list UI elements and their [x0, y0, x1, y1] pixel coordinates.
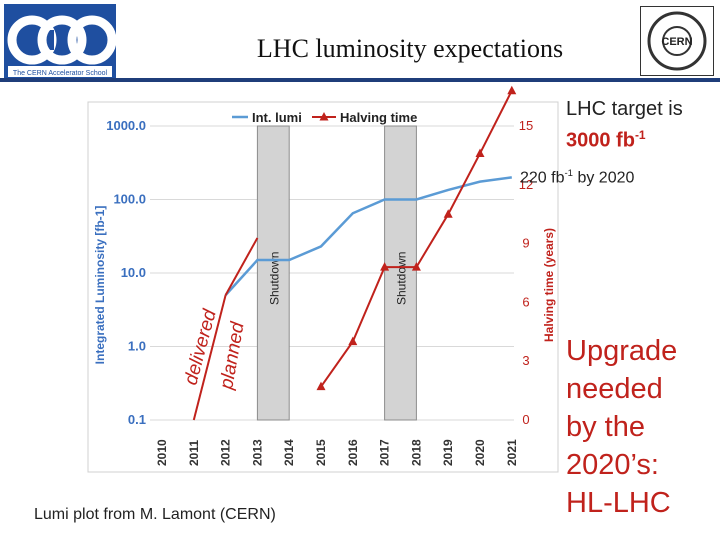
- y-right-tick-label: 9: [522, 236, 529, 251]
- by2020-suffix: by 2020: [573, 169, 635, 187]
- chart-grid: [150, 125, 514, 421]
- target-value-line: 3000 fb-1: [566, 122, 716, 154]
- cern-logo-text: CERN: [661, 36, 692, 48]
- y-right-tick-label: 15: [519, 118, 533, 133]
- x-tick-label: 2019: [441, 439, 455, 466]
- y-right-tick-label: 3: [522, 353, 529, 368]
- target-annotation: LHC target is 3000 fb-1: [566, 96, 716, 154]
- target-value: 3000 fb: [566, 129, 635, 152]
- shutdown-band: [256, 125, 290, 421]
- x-tick-label: 2011: [187, 440, 201, 466]
- header: The CERN Accelerator School LHC luminosi…: [0, 0, 720, 82]
- page-title: LHC luminosity expectations: [256, 34, 564, 63]
- y-left-tick-label: 1.0: [128, 339, 146, 354]
- upgrade-line-3: by the: [566, 411, 645, 443]
- series-line-delivered: [192, 294, 227, 421]
- chart-axes: 0.1 1.0 10.0 100.0 1000.0 0 3 6 9 12 15 2010 2011 201…: [106, 118, 533, 466]
- shutdown-label: Shutdown: [267, 252, 281, 305]
- x-tick-label: 2015: [314, 439, 328, 466]
- shutdown-band: [384, 125, 417, 421]
- series-line-planned: [224, 237, 259, 296]
- plot-frame: [87, 101, 559, 473]
- legend-marker-halving: [319, 112, 329, 121]
- halving-marker: [411, 262, 421, 271]
- x-tick-label: 2016: [346, 439, 360, 466]
- halving-marker: [348, 336, 358, 346]
- upgrade-line-5: HL-LHC: [566, 487, 671, 519]
- y-right-tick-label: 6: [522, 294, 529, 309]
- upgrade-annotation: Upgrade needed by the 2020’s: HL-LHC: [566, 332, 716, 522]
- chart-legend: Int. lumi Halving time: [232, 110, 417, 125]
- y-right-tick-label: 0: [522, 412, 529, 427]
- y-left-tick-label: 1000.0: [106, 118, 146, 133]
- x-tick-label: 2010: [155, 439, 169, 466]
- x-tick-label: 2014: [282, 439, 296, 466]
- chart-series: [192, 85, 517, 421]
- halving-marker: [443, 209, 453, 218]
- x-tick-label: 2018: [409, 439, 423, 466]
- upgrade-line-1: Upgrade: [566, 335, 678, 367]
- by2020-exponent: -1: [564, 168, 574, 179]
- cern-logo: CERN: [640, 6, 714, 76]
- x-tick-label: 2020: [473, 439, 487, 466]
- plot-credit: Lumi plot from M. Lamont (CERN): [34, 506, 276, 523]
- halving-marker: [380, 262, 390, 271]
- halving-marker: [507, 85, 517, 95]
- y-left-tick-label: 100.0: [113, 192, 146, 207]
- legend-label-lumi: Int. lumi: [252, 110, 302, 125]
- y-left-axis-label: Integrated Luminosity [fb-1]: [93, 206, 107, 365]
- cas-logo: The CERN Accelerator School: [4, 4, 116, 78]
- halving-marker: [316, 381, 326, 391]
- y-right-tick-label: 12: [519, 177, 533, 192]
- halving-marker: [475, 148, 485, 157]
- header-bar: [0, 78, 720, 82]
- target-line1: LHC target is: [566, 98, 683, 120]
- by2020-annotation: 220 fb-1 by 2020: [520, 168, 634, 187]
- y-left-tick-label: 10.0: [121, 265, 146, 280]
- upgrade-line-4: 2020’s:: [566, 449, 659, 481]
- by2020-prefix: 220 fb: [520, 169, 565, 187]
- y-right-axis-label: Halving time (years): [542, 228, 556, 342]
- logo-caption: The CERN Accelerator School: [13, 70, 108, 77]
- x-tick-label: 2021: [505, 439, 519, 466]
- target-exponent: -1: [634, 128, 646, 142]
- shutdown-label: Shutdown: [395, 252, 409, 305]
- shutdown-bands: Shutdown Shutdown: [256, 125, 417, 421]
- x-tick-label: 2013: [250, 439, 264, 466]
- upgrade-line-2: needed: [566, 373, 663, 405]
- legend-label-halving: Halving time: [340, 110, 417, 125]
- x-tick-label: 2017: [378, 439, 392, 466]
- y-left-tick-label: 0.1: [128, 412, 146, 427]
- x-tick-label: 2012: [219, 439, 233, 466]
